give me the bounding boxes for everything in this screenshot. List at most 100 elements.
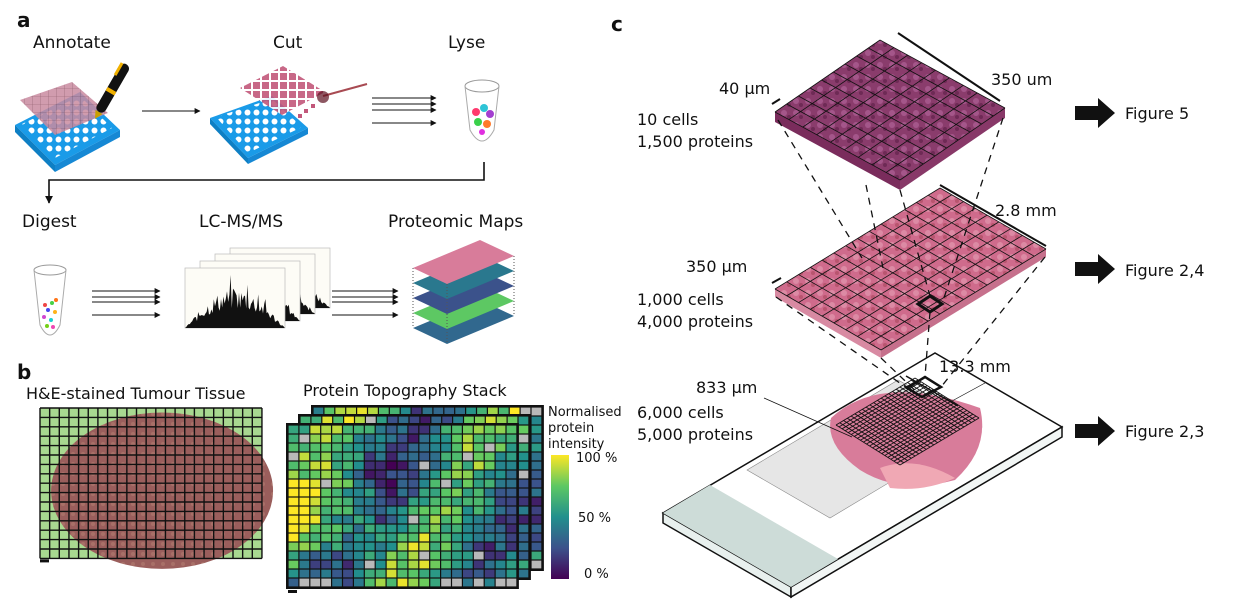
heatmap-cell bbox=[441, 569, 451, 578]
heatmap-cell bbox=[354, 497, 364, 506]
heatmap-cell bbox=[408, 533, 419, 542]
heatmap-cell bbox=[419, 470, 430, 479]
grid-line bbox=[857, 390, 937, 439]
heatmap-cell bbox=[288, 533, 299, 542]
figure-ref-bottom[interactable]: Figure 2,3 bbox=[1125, 422, 1205, 441]
grid-line bbox=[786, 194, 952, 297]
heatmap-cell bbox=[531, 542, 542, 551]
heatmap-cell bbox=[441, 470, 451, 479]
heatmap-cell bbox=[484, 524, 495, 533]
heatmap-cell bbox=[354, 488, 364, 497]
figure-ref-top[interactable]: Figure 5 bbox=[1125, 104, 1190, 123]
heatmap-cell bbox=[386, 488, 397, 497]
panel-a-label: a bbox=[17, 8, 31, 32]
grid-line bbox=[904, 209, 1011, 271]
heatmap-cell bbox=[452, 542, 462, 551]
heatmap-cell bbox=[299, 452, 310, 461]
grid-line bbox=[916, 202, 1023, 264]
heatmap-cell bbox=[398, 416, 409, 425]
heatmap-cell bbox=[310, 551, 321, 560]
heatmap-cell bbox=[386, 569, 397, 578]
grid-line bbox=[838, 379, 919, 428]
grid-line bbox=[896, 415, 977, 464]
heatmap-cell bbox=[452, 443, 462, 452]
grid-line bbox=[802, 54, 909, 128]
heatmap-cell bbox=[332, 533, 342, 542]
grid-line bbox=[821, 214, 988, 317]
middle-tile bbox=[774, 187, 1047, 358]
heatmap-cell bbox=[495, 542, 506, 551]
heatmap-cell bbox=[368, 407, 378, 416]
heatmap-cell bbox=[397, 434, 408, 443]
heatmap-cell bbox=[419, 569, 430, 578]
heatmap-cell bbox=[332, 434, 342, 443]
heatmap-cell bbox=[408, 560, 419, 569]
heatmap-cell bbox=[473, 551, 484, 560]
grid-line bbox=[774, 187, 941, 290]
heatmap-cell bbox=[430, 506, 440, 515]
heatmap-cell bbox=[518, 470, 529, 479]
bottom-extent: 13.3 mm bbox=[939, 357, 1011, 376]
heatmap-cell bbox=[354, 551, 364, 560]
grid-line bbox=[866, 396, 946, 445]
heatmap-cell bbox=[288, 515, 299, 524]
heatmap-cell bbox=[495, 533, 506, 542]
heatmap-cell bbox=[321, 443, 331, 452]
heatmap-cell bbox=[498, 407, 509, 416]
heatmap-cell bbox=[299, 551, 310, 560]
heatmap-cell bbox=[310, 524, 321, 533]
heatmap-cell bbox=[375, 461, 386, 470]
heatmap-cell bbox=[343, 560, 353, 569]
heatmap-cell bbox=[364, 497, 375, 506]
grid-line bbox=[879, 39, 1006, 109]
heatmap-cell bbox=[419, 479, 430, 488]
grid-line bbox=[856, 55, 982, 125]
heatmap-cell bbox=[310, 497, 321, 506]
heatmap-cell bbox=[518, 515, 529, 524]
proteomic-maps-icon bbox=[412, 240, 515, 344]
grid-line bbox=[833, 252, 941, 315]
heatmap-cell bbox=[411, 407, 422, 416]
heatmap-cell bbox=[311, 416, 322, 425]
heatmap-cell bbox=[509, 407, 520, 416]
heatmap-cell bbox=[506, 533, 517, 542]
heatmap-cell bbox=[463, 551, 473, 560]
heatmap-cell bbox=[531, 524, 542, 533]
heatmap-cell bbox=[299, 542, 310, 551]
heatmap-cell bbox=[386, 542, 397, 551]
heatmap-cell bbox=[473, 425, 484, 434]
heatmap-cell bbox=[299, 506, 310, 515]
heatmap-cell bbox=[397, 470, 408, 479]
heatmap-cell bbox=[430, 452, 440, 461]
heatmap-cell bbox=[354, 524, 364, 533]
heatmap-cell bbox=[379, 407, 389, 416]
heatmap-cell bbox=[386, 479, 397, 488]
heatmap-cell bbox=[484, 452, 495, 461]
heatmap-cell bbox=[455, 407, 465, 416]
heatmap-cell bbox=[332, 488, 342, 497]
heatmap-cell bbox=[495, 434, 506, 443]
grid-line bbox=[893, 413, 974, 462]
heatmap-cell bbox=[375, 542, 386, 551]
grid-line bbox=[833, 71, 959, 141]
grid-line bbox=[821, 79, 947, 149]
heatmap-cell bbox=[441, 560, 451, 569]
heatmap-cell bbox=[431, 416, 442, 425]
heatmap-cell bbox=[354, 479, 364, 488]
heatmap-cell bbox=[332, 452, 342, 461]
connector-lyse-to-digest bbox=[45, 162, 485, 204]
heatmap-cell bbox=[364, 524, 375, 533]
heatmap-cell bbox=[419, 443, 430, 452]
heatmap-cell bbox=[310, 461, 321, 470]
grid-line bbox=[910, 379, 976, 421]
grid-line bbox=[835, 377, 916, 426]
heatmap-cell bbox=[299, 443, 310, 452]
heatmap-cell bbox=[355, 416, 365, 425]
figure-ref-middle[interactable]: Figure 2,4 bbox=[1125, 261, 1205, 280]
heatmap-cell bbox=[430, 425, 440, 434]
heatmap-cell bbox=[288, 488, 299, 497]
heatmap-cell bbox=[288, 551, 299, 560]
heatmap-cell bbox=[332, 470, 342, 479]
heatmap-cell bbox=[452, 578, 462, 587]
